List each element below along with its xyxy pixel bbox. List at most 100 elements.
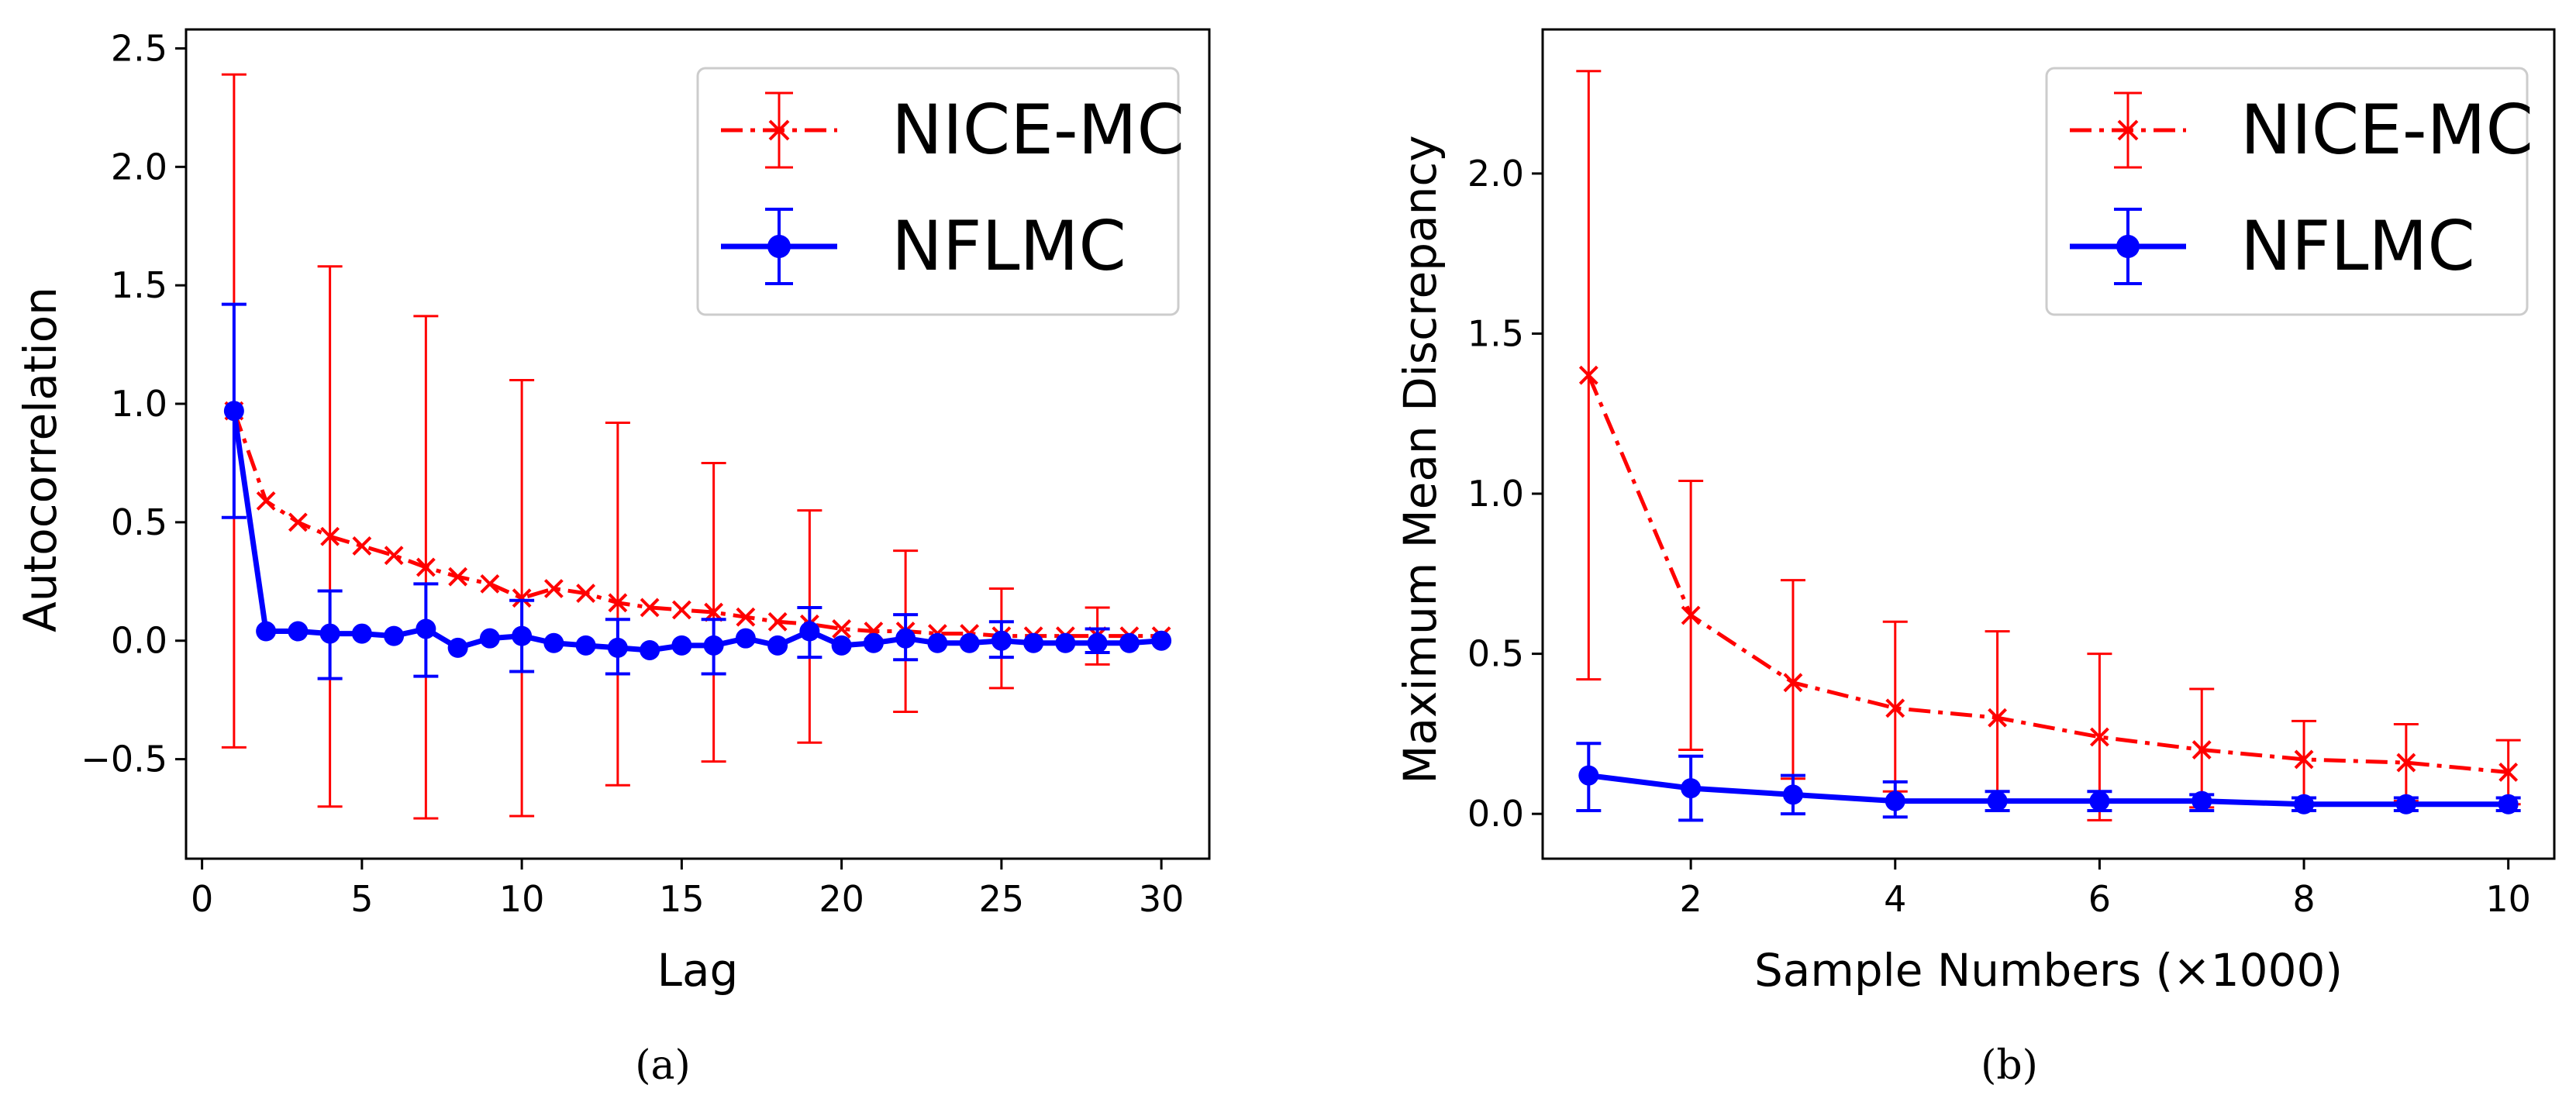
data-point bbox=[416, 618, 436, 639]
y-tick-label: 2.0 bbox=[111, 146, 167, 188]
data-point bbox=[2498, 763, 2519, 782]
data-point bbox=[2498, 794, 2519, 815]
data-point bbox=[2089, 790, 2110, 811]
x-tick-label: 10 bbox=[2485, 878, 2531, 920]
data-point bbox=[479, 628, 500, 649]
series-line bbox=[1586, 374, 2509, 774]
x-marker-stroke bbox=[832, 619, 852, 639]
x-tick-label: 20 bbox=[819, 878, 864, 920]
data-point bbox=[448, 567, 468, 587]
x-axis-label: Lag bbox=[657, 944, 739, 997]
x-tick-label: 8 bbox=[2292, 878, 2315, 920]
data-point bbox=[863, 632, 884, 653]
data-point bbox=[2191, 790, 2212, 811]
x-marker-stroke bbox=[671, 600, 691, 620]
data-point bbox=[319, 623, 340, 644]
data-point bbox=[1023, 632, 1044, 653]
data-point bbox=[1087, 632, 1108, 653]
data-point bbox=[384, 625, 405, 646]
x-marker-stroke bbox=[480, 573, 500, 594]
data-point bbox=[640, 639, 660, 660]
data-point bbox=[1988, 708, 2008, 728]
plot-frame bbox=[184, 28, 1211, 860]
legend-marker bbox=[768, 119, 790, 141]
x-marker-stroke bbox=[736, 607, 756, 627]
legend-entry-nice-mc: NICE-MC bbox=[2070, 90, 2533, 170]
data-point bbox=[1885, 698, 1905, 718]
data-point bbox=[1987, 790, 2008, 811]
data-point bbox=[384, 546, 404, 566]
data-point bbox=[575, 635, 596, 656]
y-axis-label: Maximum Mean Discrepancy bbox=[1394, 135, 1447, 784]
x-tick-label: 30 bbox=[1139, 878, 1185, 920]
x-marker-stroke bbox=[352, 536, 372, 556]
x-marker-stroke bbox=[288, 512, 308, 532]
legend-marker bbox=[2117, 119, 2139, 141]
legend-label: NICE-MC bbox=[2240, 90, 2533, 170]
data-point bbox=[832, 619, 852, 639]
data-point bbox=[1681, 605, 1701, 625]
data-point bbox=[959, 632, 980, 653]
data-point bbox=[736, 607, 756, 627]
y-tick-label: −0.5 bbox=[81, 739, 167, 780]
x-marker-stroke bbox=[448, 567, 468, 587]
data-point bbox=[1119, 632, 1140, 653]
x-marker-stroke bbox=[608, 593, 628, 613]
data-point bbox=[320, 526, 340, 546]
x-marker-stroke bbox=[320, 526, 340, 546]
x-marker-stroke bbox=[767, 611, 788, 632]
legend: NICE-MC NFLMC bbox=[2045, 67, 2533, 316]
x-axis-label: Sample Numbers (×1000) bbox=[1754, 944, 2343, 997]
data-point bbox=[512, 625, 533, 646]
data-point bbox=[2396, 753, 2416, 773]
x-tick-label: 0 bbox=[191, 878, 213, 920]
x-tick-label: 10 bbox=[499, 878, 545, 920]
panel-b: 2 4 6 8 10 0.0 0.5 1.0 1.5 2.0 Sample Numbers (×10… bbox=[1394, 28, 2556, 1089]
x-tick-label: 4 bbox=[1884, 878, 1906, 920]
data-point bbox=[991, 630, 1012, 651]
data-point bbox=[256, 621, 277, 642]
data-point bbox=[767, 611, 788, 632]
data-point bbox=[767, 635, 788, 656]
data-point bbox=[1578, 765, 1599, 786]
legend-entry-nflmc: NFLMC bbox=[2070, 206, 2475, 286]
x-marker-stroke bbox=[1988, 708, 2008, 728]
data-point bbox=[671, 600, 691, 620]
data-point bbox=[608, 593, 628, 613]
data-point bbox=[2294, 749, 2314, 770]
data-point bbox=[351, 623, 372, 644]
series-line bbox=[231, 410, 1162, 653]
data-point bbox=[1782, 784, 1803, 805]
data-point bbox=[831, 635, 852, 656]
x-marker-stroke bbox=[640, 598, 660, 618]
data-point bbox=[1151, 630, 1172, 651]
series-line bbox=[232, 410, 1162, 639]
y-tick-label: 0.0 bbox=[111, 620, 167, 662]
legend-label: NFLMC bbox=[891, 206, 1126, 286]
data-point bbox=[640, 598, 660, 618]
x-marker-stroke bbox=[1885, 698, 1905, 718]
legend-marker bbox=[767, 235, 791, 258]
data-point bbox=[447, 637, 468, 658]
data-layer bbox=[1576, 70, 2521, 822]
x-marker-stroke bbox=[1578, 365, 1598, 385]
data-point bbox=[1055, 632, 1076, 653]
y-tick-label: 2.5 bbox=[111, 27, 167, 69]
x-marker-stroke bbox=[543, 579, 564, 598]
x-marker-stroke bbox=[576, 584, 596, 604]
x-marker-stroke bbox=[256, 491, 276, 511]
legend-label: NFLMC bbox=[2240, 206, 2475, 286]
series-line bbox=[1588, 773, 2509, 808]
data-point bbox=[1578, 365, 1598, 385]
legend-entry-nflmc: NFLMC bbox=[721, 206, 1126, 286]
y-tick-label: 0.5 bbox=[1467, 633, 1524, 675]
series-nflmc bbox=[221, 302, 1172, 680]
data-point bbox=[895, 628, 916, 649]
x-marker-stroke bbox=[2294, 749, 2314, 770]
data-point bbox=[1783, 673, 1803, 693]
x-marker-stroke bbox=[384, 546, 404, 566]
y-tick-label: 0.0 bbox=[1467, 793, 1524, 835]
series-nflmc bbox=[1576, 742, 2521, 822]
y-tick-label: 1.5 bbox=[111, 264, 167, 306]
